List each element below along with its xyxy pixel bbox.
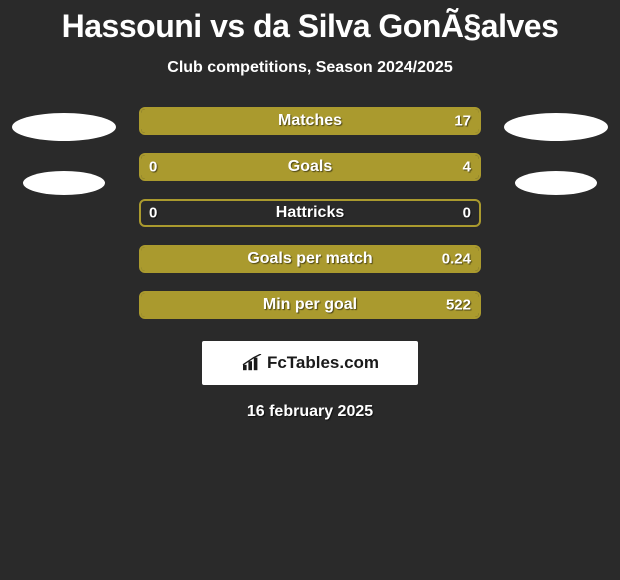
comparison-card: Hassouni vs da Silva GonÃ§alves Club com… (0, 0, 620, 421)
stat-label: Min per goal (263, 296, 357, 314)
stat-bar: Matches 17 (139, 107, 481, 135)
stat-value-left: 0 (149, 159, 157, 176)
stat-value-right: 17 (454, 113, 471, 130)
fctables-logo[interactable]: FcTables.com (202, 341, 418, 385)
left-photo-ellipse (12, 113, 116, 141)
stat-label: Matches (278, 112, 342, 130)
stat-bar: Hattricks 0 0 (139, 199, 481, 227)
stat-value-left: 0 (149, 205, 157, 222)
stat-value-right: 522 (446, 297, 471, 314)
stat-bars: Matches 17 Goals 0 4 Hattricks 0 0 Goals per mat… (139, 107, 481, 319)
left-avatar-column (9, 107, 119, 195)
page-title: Hassouni vs da Silva GonÃ§alves (0, 8, 620, 45)
stat-label: Goals (288, 158, 332, 176)
right-club-ellipse (515, 171, 597, 195)
stat-bar: Goals per match 0.24 (139, 245, 481, 273)
stat-label: Hattricks (276, 204, 344, 222)
stat-value-right: 0 (463, 205, 471, 222)
stat-label: Goals per match (247, 250, 372, 268)
stat-value-right: 0.24 (442, 251, 471, 268)
right-photo-ellipse (504, 113, 608, 141)
right-avatar-column (501, 107, 611, 195)
stat-value-right: 4 (463, 159, 471, 176)
bar-fill-right (202, 155, 479, 179)
stat-bar: Goals 0 4 (139, 153, 481, 181)
snapshot-date: 16 february 2025 (0, 403, 620, 421)
content-row: Matches 17 Goals 0 4 Hattricks 0 0 Goals per mat… (0, 107, 620, 319)
subtitle: Club competitions, Season 2024/2025 (0, 59, 620, 77)
bar-chart-icon (241, 354, 263, 372)
left-club-ellipse (23, 171, 105, 195)
logo-text: FcTables.com (267, 353, 379, 373)
stat-bar: Min per goal 522 (139, 291, 481, 319)
